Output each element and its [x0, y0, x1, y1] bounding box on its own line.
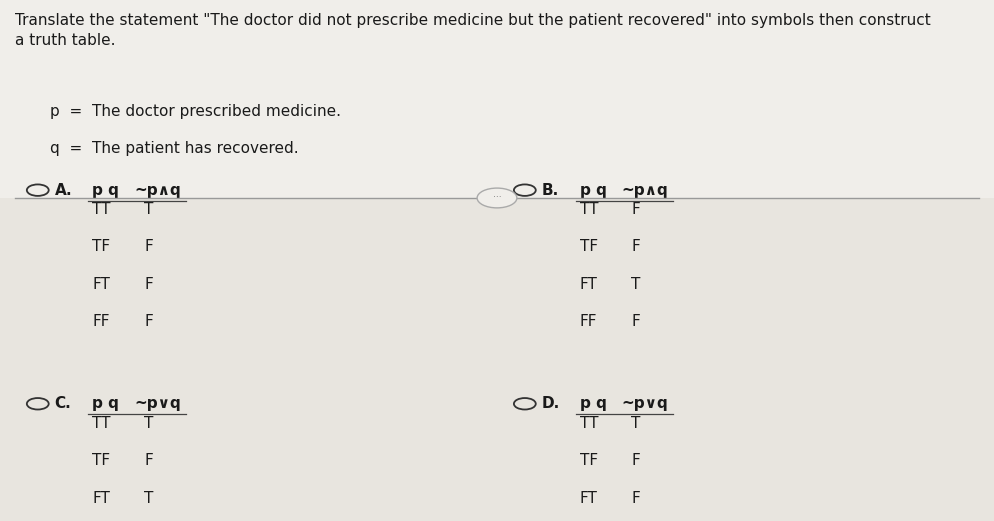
Text: TT: TT	[580, 202, 598, 217]
Text: TT: TT	[92, 416, 111, 430]
Text: TF: TF	[580, 453, 597, 468]
Text: F: F	[631, 202, 640, 217]
Text: T: T	[144, 416, 153, 430]
Text: C.: C.	[55, 396, 72, 411]
Text: FF: FF	[580, 315, 597, 329]
Text: ···: ···	[493, 193, 501, 203]
Text: T: T	[144, 202, 153, 217]
Text: F: F	[144, 315, 153, 329]
Text: F: F	[631, 240, 640, 254]
Text: T: T	[144, 491, 153, 505]
Ellipse shape	[477, 188, 517, 208]
Text: q  =  The patient has recovered.: q = The patient has recovered.	[50, 141, 298, 156]
Text: F: F	[631, 315, 640, 329]
Text: p q: p q	[580, 396, 606, 411]
FancyBboxPatch shape	[0, 0, 994, 198]
Text: FT: FT	[580, 491, 597, 505]
Text: F: F	[144, 240, 153, 254]
Text: Translate the statement "The doctor did not prescribe medicine but the patient r: Translate the statement "The doctor did …	[15, 13, 930, 48]
Text: ~p∨q: ~p∨q	[621, 396, 668, 411]
Text: ~p∧q: ~p∧q	[134, 183, 181, 197]
Text: T: T	[631, 416, 640, 430]
Text: FT: FT	[92, 277, 110, 292]
Text: FT: FT	[92, 491, 110, 505]
Text: D.: D.	[542, 396, 560, 411]
Text: p q: p q	[580, 183, 606, 197]
Text: F: F	[144, 277, 153, 292]
Text: FT: FT	[580, 277, 597, 292]
Text: TF: TF	[92, 453, 110, 468]
Text: F: F	[631, 453, 640, 468]
Text: F: F	[631, 491, 640, 505]
Text: ~p∧q: ~p∧q	[621, 183, 668, 197]
Text: T: T	[631, 277, 640, 292]
Text: TT: TT	[580, 416, 598, 430]
Text: B.: B.	[542, 183, 559, 197]
Text: TT: TT	[92, 202, 111, 217]
Text: F: F	[144, 453, 153, 468]
Text: FF: FF	[92, 315, 110, 329]
Text: ~p∨q: ~p∨q	[134, 396, 181, 411]
Text: A.: A.	[55, 183, 73, 197]
Text: TF: TF	[92, 240, 110, 254]
Text: p q: p q	[92, 183, 119, 197]
Text: TF: TF	[580, 240, 597, 254]
Text: p q: p q	[92, 396, 119, 411]
Text: p  =  The doctor prescribed medicine.: p = The doctor prescribed medicine.	[50, 104, 341, 119]
